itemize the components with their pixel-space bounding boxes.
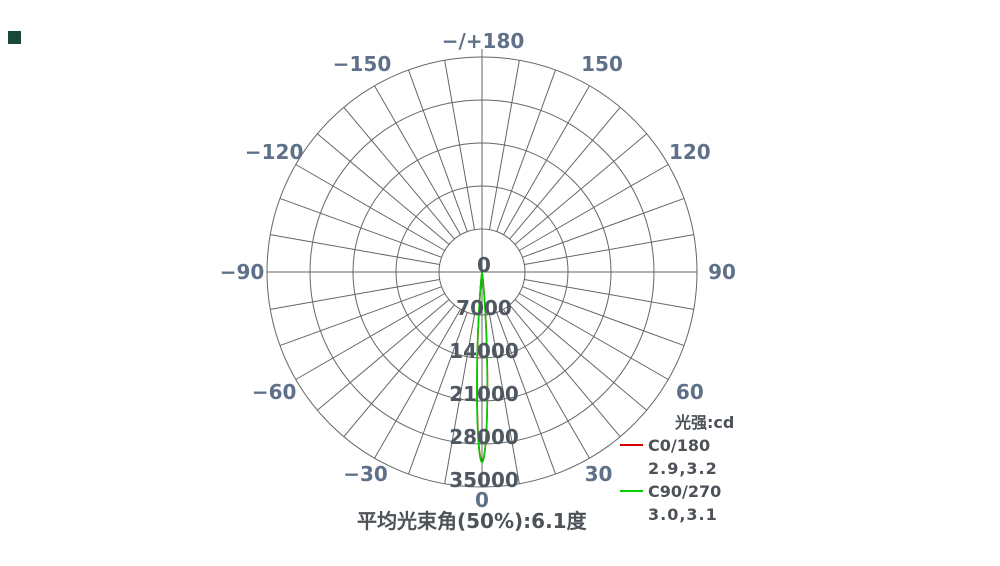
radial-label-35000: 35000	[449, 468, 519, 492]
radial-label-28000: 28000	[449, 425, 519, 449]
legend-label: C90/270	[648, 482, 722, 501]
curve-C90-270	[476, 271, 489, 464]
beam-angle-caption: 平均光束角(50%):6.1度	[357, 509, 587, 533]
angle-label-30: 30	[584, 461, 613, 486]
radial-label-7000: 7000	[456, 296, 512, 320]
angle-label--150: −150	[332, 52, 392, 77]
angle-label-60: 60	[675, 380, 704, 404]
angle-label-180: −/+180	[441, 29, 525, 53]
angle-label--60: −60	[251, 380, 297, 404]
angle-label-90: 90	[708, 260, 736, 284]
legend-title: 光强:cd	[675, 413, 735, 432]
legend: 光强:cd C0/180 2.9,3.2 C90/270 3.0,3.1	[616, 406, 776, 526]
legend-entry-c0-180: C0/180	[616, 434, 776, 457]
radial-label-21000: 21000	[449, 382, 519, 406]
radial-label-0: 0	[477, 253, 491, 277]
radial-label-14000: 14000	[449, 339, 519, 363]
angle-label-150: 150	[581, 52, 623, 77]
corner-marker-square	[8, 31, 21, 44]
angle-label-0: 0	[475, 488, 489, 512]
legend-line-red-icon	[620, 444, 643, 446]
intensity-curves	[476, 271, 489, 464]
legend-entry-c90-270: C90/270	[616, 480, 776, 503]
polar-grid	[266, 49, 698, 488]
legend-label: C0/180	[648, 436, 711, 455]
legend-line-green-icon	[620, 490, 643, 492]
legend-value-c0-180: 2.9,3.2	[648, 459, 718, 478]
angle-label--90: −90	[219, 260, 265, 284]
angle-label--30: −30	[343, 461, 388, 486]
angle-label-120: 120	[668, 140, 711, 164]
angle-label--120: −120	[244, 140, 304, 164]
legend-value-c90-270: 3.0,3.1	[648, 505, 718, 524]
